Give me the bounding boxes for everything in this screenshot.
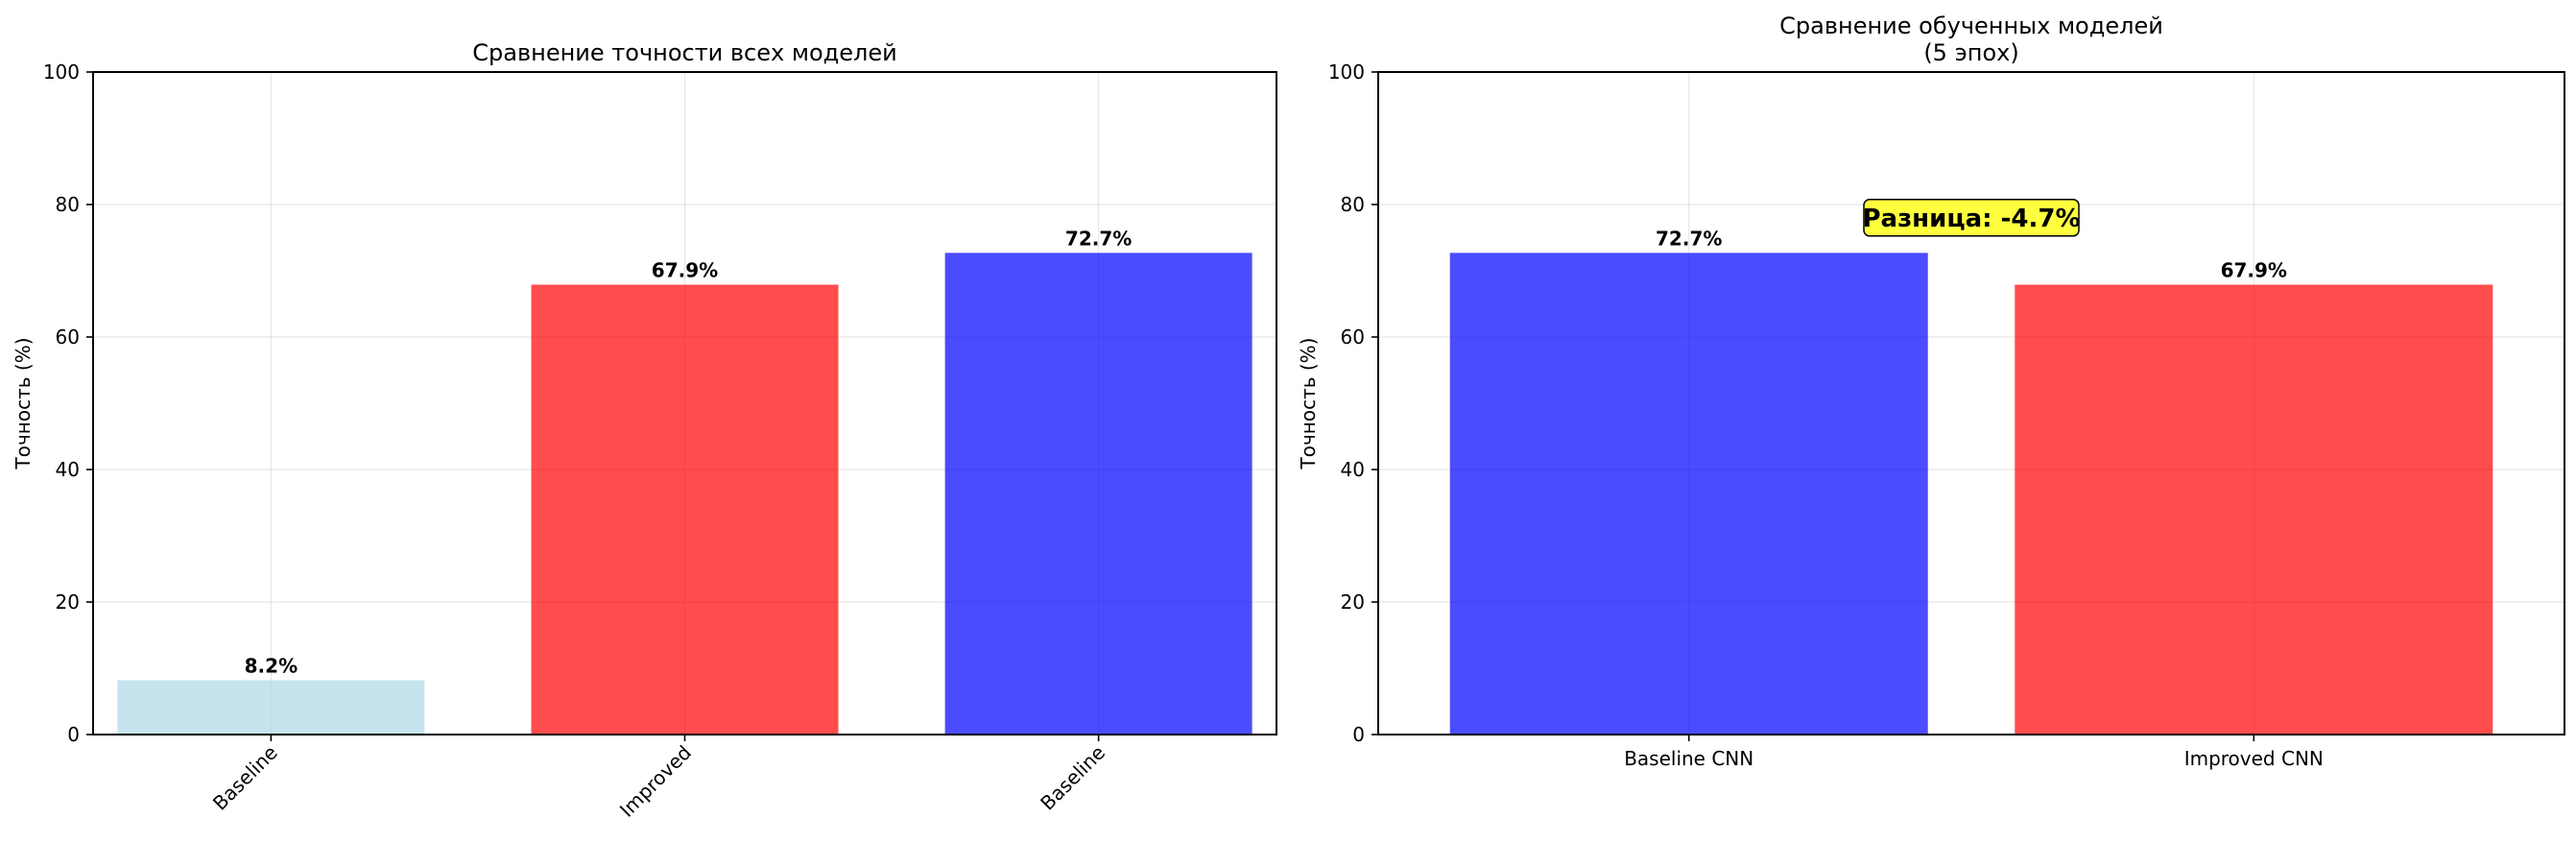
difference-annotation: Разница: -4.7% — [1862, 199, 2081, 237]
y-axis-label: Точность (%) — [1297, 338, 1320, 470]
x-tick-label: Baseline — [1036, 741, 1109, 815]
bar-0 — [1449, 253, 1928, 735]
data-label-2: 72.7% — [1065, 227, 1132, 250]
x-tick-label: Improved CNN — [2184, 747, 2324, 770]
y-tick-label: 0 — [67, 723, 80, 746]
y-tick-label: 20 — [56, 591, 80, 614]
data-label-0: 72.7% — [1656, 227, 1722, 250]
y-tick-label: 100 — [43, 60, 80, 84]
bar-1 — [2015, 284, 2493, 735]
data-label-1: 67.9% — [2221, 258, 2287, 281]
x-tick-label: Baseline — [208, 741, 282, 815]
difference-annotation-text: Разница: -4.7% — [1862, 205, 2080, 233]
y-tick-label: 80 — [1341, 193, 1365, 216]
data-label-1: 67.9% — [652, 258, 718, 281]
chart-panel-all-models: 8.2% 67.9% 72.7% 0 20 40 60 80 100 Baseline Improv… — [12, 39, 1277, 822]
x-tick-label: Improved — [615, 741, 696, 822]
y-tick-label: 80 — [56, 193, 80, 216]
y-axis-label: Точность (%) — [12, 338, 35, 470]
data-label-0: 8.2% — [245, 654, 298, 677]
bar-0 — [117, 680, 425, 735]
y-tick-label: 100 — [1328, 60, 1365, 84]
y-tick-label: 60 — [1341, 326, 1365, 349]
y-tick-label: 0 — [1352, 723, 1365, 746]
bar-1 — [531, 284, 839, 735]
y-tick-label: 40 — [1341, 458, 1365, 481]
y-tick-label: 20 — [1341, 591, 1365, 614]
plot-frame — [1377, 71, 2565, 735]
y-tick-label: 60 — [56, 326, 80, 349]
chart-title-line-0: Сравнение обученных моделей — [1779, 12, 2163, 39]
bar-2 — [944, 253, 1252, 735]
y-tick-label: 40 — [56, 458, 80, 481]
difference-annotation-box — [1863, 199, 2080, 237]
chart-title-line-0: Сравнение точности всех моделей — [472, 39, 896, 66]
chart-panel-trained-models: 72.7% 67.9% 0 20 40 60 80 100 Baseline CNN Improv… — [1297, 12, 2565, 770]
chart-title-line-1: (5 эпох) — [1923, 39, 2018, 66]
x-tick-label: Baseline CNN — [1624, 747, 1753, 770]
